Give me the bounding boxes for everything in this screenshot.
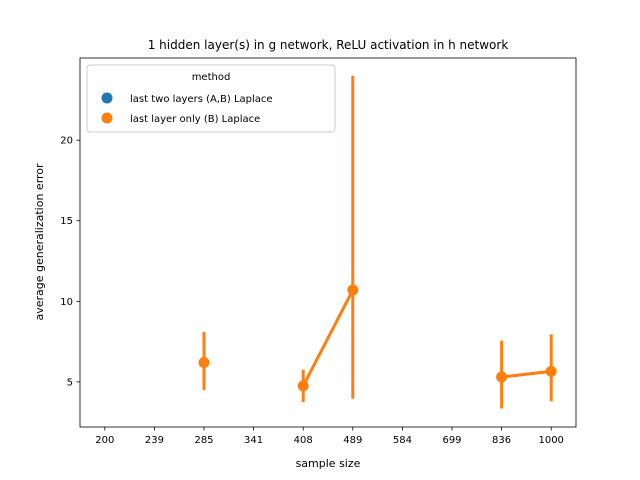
x-tick-label: 836 <box>492 435 511 446</box>
plot-area <box>198 75 557 409</box>
x-tick-label: 200 <box>95 435 114 446</box>
x-tick-label: 489 <box>343 435 362 446</box>
y-axis-ticks: 5 10 15 20 <box>60 136 80 388</box>
data-point <box>347 284 359 296</box>
data-point <box>496 371 508 383</box>
y-tick-label: 5 <box>67 377 73 388</box>
x-axis-ticks: 200 239 285 341 408 489 584 699 836 1000 <box>95 427 564 446</box>
legend-label-b: last layer only (B) Laplace <box>130 114 260 125</box>
data-point <box>297 380 309 392</box>
chart-title: 1 hidden layer(s) in g network, ReLU act… <box>148 38 509 52</box>
axes <box>79 57 577 428</box>
legend-title: method <box>192 72 231 83</box>
x-tick-label: 239 <box>145 435 164 446</box>
series-line-segment <box>500 369 553 379</box>
legend-label-ab: last two layers (A,B) Laplace <box>130 94 273 105</box>
series-line-segment <box>301 288 355 388</box>
x-tick-label: 408 <box>294 435 313 446</box>
data-point <box>545 365 557 377</box>
x-tick-label: 341 <box>244 435 263 446</box>
x-tick-label: 285 <box>194 435 213 446</box>
y-tick-label: 10 <box>60 297 73 308</box>
x-tick-label: 1000 <box>538 435 563 446</box>
legend-marker-ab <box>101 92 113 104</box>
legend-marker-b <box>101 112 113 124</box>
x-tick-label: 584 <box>393 435 412 446</box>
y-tick-label: 15 <box>60 216 73 227</box>
axes-frame <box>79 57 577 428</box>
x-axis-label: sample size <box>296 457 361 470</box>
data-point <box>198 357 210 369</box>
legend-box <box>86 64 336 133</box>
legend: method last two layers (A,B) Laplace las… <box>86 64 336 133</box>
y-axis-label: average generalization error <box>33 163 46 321</box>
y-tick-label: 20 <box>60 136 73 147</box>
x-tick-label: 699 <box>442 435 461 446</box>
